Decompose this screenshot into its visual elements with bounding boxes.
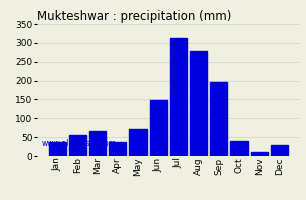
Bar	[150, 100, 167, 156]
Text: www.allmetsat.com: www.allmetsat.com	[42, 139, 117, 148]
Bar	[109, 142, 126, 156]
Bar	[89, 131, 106, 156]
Bar	[190, 51, 207, 156]
Bar	[210, 82, 227, 156]
Text: Mukteshwar : precipitation (mm): Mukteshwar : precipitation (mm)	[37, 10, 231, 23]
Bar	[170, 38, 187, 156]
Bar	[251, 152, 268, 156]
Bar	[271, 145, 288, 156]
Bar	[49, 142, 66, 156]
Bar	[230, 141, 248, 156]
Bar	[69, 135, 86, 156]
Bar	[129, 129, 147, 156]
